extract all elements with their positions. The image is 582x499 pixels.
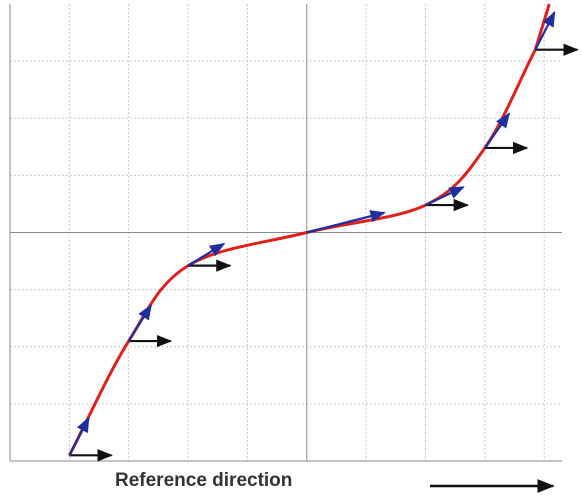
tangent-vector	[425, 186, 465, 207]
reference-direction-label: Reference direction	[115, 470, 293, 491]
tangent-vector	[306, 210, 386, 234]
cubic-curve	[68, 3, 551, 456]
tangent-vector	[127, 304, 152, 342]
tangent-vector	[483, 112, 510, 149]
tangent-vector	[534, 10, 556, 51]
plot-axes	[9, 4, 562, 462]
tangent-vector	[68, 416, 90, 456]
tangent-vector	[187, 242, 226, 267]
vector-layer	[68, 10, 579, 462]
